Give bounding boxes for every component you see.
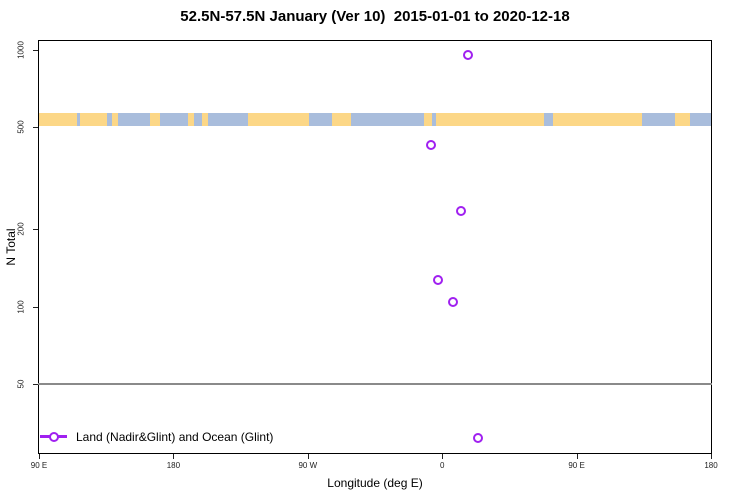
map-band-segment-land xyxy=(248,113,310,126)
data-point xyxy=(426,140,436,151)
y-axis-tick xyxy=(33,306,38,308)
y-axis-tick xyxy=(33,49,38,51)
legend-marker-icon xyxy=(40,430,67,443)
data-point xyxy=(455,206,466,217)
y-axis-tick xyxy=(33,384,38,386)
y-tick-label: 1000 xyxy=(16,40,26,59)
x-axis-tick xyxy=(39,454,40,459)
map-band-segment-ocean xyxy=(207,113,249,126)
x-tick-label: 0 xyxy=(439,461,445,470)
map-band-segment-land xyxy=(149,113,160,126)
map-band-segment-land xyxy=(112,113,119,126)
map-band-segment-land xyxy=(424,113,432,126)
map-band-segment-ocean xyxy=(309,113,333,126)
map-band-segment-ocean xyxy=(431,113,437,126)
x-tick-label: 180 xyxy=(166,461,181,470)
map-band-segment-land xyxy=(436,113,544,126)
data-point xyxy=(448,297,459,308)
y-tick-label: 100 xyxy=(16,300,26,314)
x-tick-label: 90 E xyxy=(30,461,48,470)
x-axis-tick xyxy=(307,454,309,459)
map-band-segment-ocean xyxy=(690,113,711,126)
y-tick-label: 50 xyxy=(16,379,26,389)
x-axis-tick xyxy=(711,454,712,459)
legend-label: Land (Nadir&Glint) and Ocean (Glint) xyxy=(76,429,274,444)
legend-circle-icon xyxy=(49,432,59,442)
map-band-segment-ocean xyxy=(351,113,425,126)
y-axis-title: N Total xyxy=(4,228,18,266)
map-band-segment-ocean xyxy=(194,113,202,126)
map-band-segment-land xyxy=(552,113,643,126)
legend: Land (Nadir&Glint) and Ocean (Glint) xyxy=(40,429,274,444)
x-axis-title: Longitude (deg E) xyxy=(327,476,423,490)
map-band-segment-land xyxy=(332,113,352,126)
x-tick-label: 180 xyxy=(704,461,718,470)
map-band-segment-land xyxy=(80,113,107,126)
x-axis-tick xyxy=(442,454,444,459)
data-point xyxy=(463,50,474,61)
y-axis-tick xyxy=(33,229,38,231)
map-band-segment-ocean xyxy=(642,113,676,126)
map-band-segment-ocean xyxy=(106,113,113,126)
reference-line xyxy=(38,383,712,386)
x-axis-tick xyxy=(576,454,578,459)
map-band-segment-land xyxy=(39,113,78,126)
map-band-segment-ocean xyxy=(543,113,553,126)
chart-title: 52.5N-57.5N January (Ver 10) 2015-01-01 … xyxy=(180,8,570,25)
data-point xyxy=(433,275,444,286)
x-tick-label: 90 W xyxy=(298,461,318,470)
y-axis-tick xyxy=(33,126,38,128)
map-band-segment-ocean xyxy=(77,113,81,126)
map-band-segment-ocean xyxy=(159,113,189,126)
map-band-segment-land xyxy=(675,113,691,126)
map-band-segment-ocean xyxy=(118,113,150,126)
x-axis-tick xyxy=(173,454,175,459)
data-point xyxy=(473,432,484,443)
x-tick-label: 90 E xyxy=(568,461,585,470)
map-band-segment-land xyxy=(188,113,195,126)
map-band-segment-land xyxy=(201,113,208,126)
y-tick-label: 500 xyxy=(16,120,26,134)
